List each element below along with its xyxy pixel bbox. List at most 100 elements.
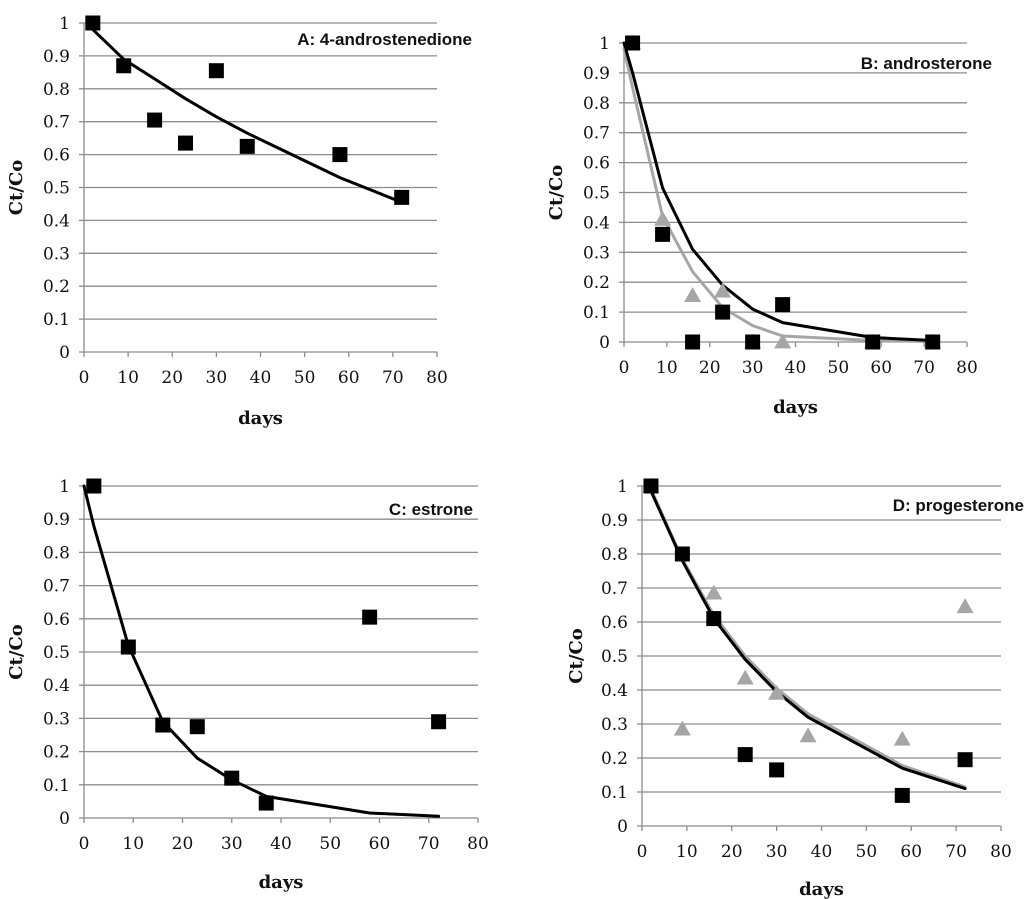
y-tick-label: 0.6 — [43, 146, 70, 166]
data-point-square — [258, 795, 274, 811]
x-tick-label: 20 — [161, 368, 183, 388]
data-point-triangle — [956, 598, 974, 614]
y-axis-label: Ct/Co — [566, 628, 587, 684]
panel-title: B: androsterone — [861, 54, 992, 73]
panel-d: 00.10.20.30.40.50.60.70.80.910 10 20 30 40 50… — [566, 477, 1024, 899]
x-tick-label: 10 — [122, 834, 144, 854]
y-tick-label: 1 — [59, 14, 70, 34]
y-tick-label: 0.5 — [43, 643, 70, 663]
data-point-square — [625, 35, 641, 51]
x-axis-label: days — [773, 397, 818, 418]
x-tick-label: 30 — [221, 834, 243, 854]
y-tick-label: 0.2 — [43, 743, 70, 763]
data-point-triangle — [768, 684, 786, 700]
x-tick-label: 70 — [913, 358, 935, 378]
data-point-square — [189, 719, 205, 735]
y-tick-label: 0.1 — [601, 783, 628, 803]
x-tick-label: 40 — [811, 842, 833, 862]
data-point-square — [706, 611, 722, 627]
y-tick-label: 0 — [59, 343, 70, 363]
data-point-square — [120, 639, 136, 655]
data-point-triangle — [714, 282, 732, 298]
x-tick-label: 80 — [956, 358, 978, 378]
panel-title: D: progesterone — [893, 496, 1024, 515]
x-tick-label: 60 — [870, 358, 892, 378]
x-tick-label: 50 — [294, 368, 316, 388]
x-tick-label: 40 — [785, 358, 807, 378]
y-tick-label: 0.9 — [43, 47, 70, 67]
data-point-square — [685, 334, 701, 350]
y-tick-label: 1 — [617, 477, 628, 497]
panel-title: C: estrone — [389, 500, 473, 519]
y-tick-label: 1 — [59, 477, 70, 497]
x-axis-label: days — [238, 408, 283, 429]
x-axis-label: days — [259, 872, 304, 893]
panel-b: 00.10.20.30.40.50.60.70.80.910 10 20 30 40 50… — [546, 34, 992, 418]
data-point-square — [86, 478, 102, 494]
x-tick-label: 0 — [619, 358, 630, 378]
data-point-square — [85, 15, 101, 31]
data-point-square — [865, 334, 881, 350]
x-tick-label: 50 — [319, 834, 341, 854]
x-tick-label: 70 — [945, 842, 967, 862]
y-tick-label: 0.7 — [43, 577, 70, 597]
x-tick-label: 20 — [699, 358, 721, 378]
data-point-square — [239, 138, 255, 154]
data-point-square — [655, 226, 671, 242]
x-tick-label: 10 — [676, 842, 698, 862]
x-tick-label: 0 — [637, 842, 648, 862]
y-tick-label: 0.5 — [583, 184, 610, 204]
data-point-triangle — [774, 333, 792, 349]
y-tick-label: 0 — [617, 817, 628, 837]
x-tick-label: 30 — [766, 842, 788, 862]
data-point-square — [925, 334, 941, 350]
y-tick-label: 0.1 — [43, 310, 70, 330]
data-point-square — [147, 112, 163, 128]
y-tick-label: 0.1 — [583, 303, 610, 323]
data-point-square — [394, 189, 410, 205]
x-tick-label: 10 — [656, 358, 678, 378]
y-tick-label: 0.5 — [43, 179, 70, 199]
data-point-square — [431, 714, 447, 730]
x-tick-label: 30 — [742, 358, 764, 378]
x-tick-label: 70 — [418, 834, 440, 854]
y-tick-label: 1 — [599, 34, 610, 54]
x-tick-label: 80 — [990, 842, 1012, 862]
data-point-square — [745, 334, 761, 350]
data-point-square — [643, 478, 659, 494]
y-tick-label: 0.3 — [583, 243, 610, 263]
data-point-triangle — [705, 584, 723, 600]
data-point-square — [715, 304, 731, 320]
data-point-square — [332, 147, 348, 163]
data-point-triangle — [684, 287, 702, 303]
y-tick-label: 0.7 — [583, 124, 610, 144]
data-point-square — [208, 63, 224, 79]
y-tick-label: 0.4 — [43, 211, 70, 231]
data-point-triangle — [673, 720, 691, 736]
panel-a: 00.10.20.30.40.50.60.70.80.910 10 20 30 40 50… — [6, 14, 472, 429]
fit-line — [82, 484, 441, 818]
x-tick-label: 60 — [369, 834, 391, 854]
data-point-triangle — [893, 730, 911, 746]
data-point-square — [769, 762, 785, 778]
y-tick-label: 0.5 — [601, 647, 628, 667]
y-tick-label: 0 — [59, 809, 70, 829]
y-tick-label: 0.6 — [583, 154, 610, 174]
y-tick-label: 0.7 — [601, 579, 628, 599]
data-point-triangle — [799, 727, 817, 743]
y-tick-label: 0.9 — [601, 511, 628, 531]
y-tick-label: 0.2 — [43, 277, 70, 297]
data-point-square — [177, 135, 193, 151]
data-point-square — [737, 747, 753, 763]
data-point-square — [155, 717, 171, 733]
y-tick-label: 0.7 — [43, 113, 70, 133]
x-tick-label: 60 — [900, 842, 922, 862]
data-point-triangle — [654, 210, 672, 226]
data-point-triangle — [736, 669, 754, 685]
y-tick-label: 0.6 — [601, 613, 628, 633]
data-point-square — [674, 546, 690, 562]
y-tick-label: 0 — [599, 333, 610, 353]
fit-line — [649, 489, 967, 791]
y-tick-label: 0.9 — [43, 510, 70, 530]
